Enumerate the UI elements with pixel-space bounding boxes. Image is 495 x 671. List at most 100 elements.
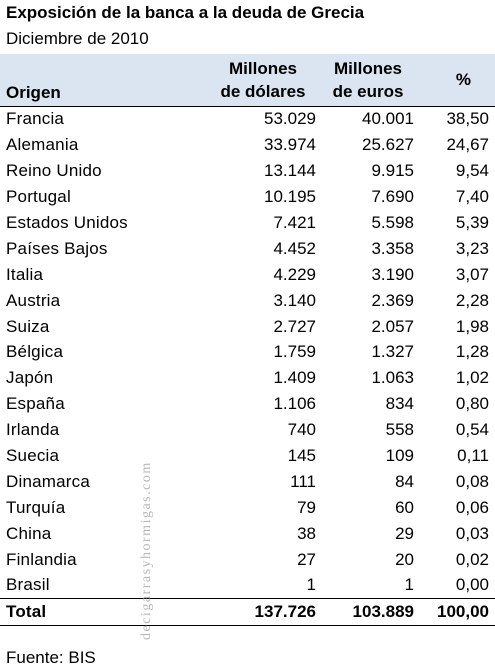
value-usd: 4.229 bbox=[273, 264, 316, 284]
value-usd: 7.421 bbox=[273, 213, 316, 232]
table-row: Suecia 145 109 0,11 bbox=[0, 443, 495, 469]
total-row: Total 137.726 103.889 100,00 bbox=[0, 598, 495, 627]
value-eur: 60 bbox=[395, 497, 414, 517]
table-row: Dinamarca 111 84 0,08 bbox=[0, 469, 495, 495]
value-eur: 834 bbox=[385, 394, 414, 414]
value-usd: 740 bbox=[287, 420, 316, 440]
value-eur: 2.057 bbox=[371, 316, 414, 336]
value-usd: 111 bbox=[290, 471, 316, 491]
value-pct: 0,11 bbox=[457, 446, 489, 466]
table-row: Estados Unidos 7.421 5.598 5,39 bbox=[0, 210, 495, 236]
header-pct: % bbox=[420, 54, 495, 107]
country-name: Irlanda bbox=[6, 420, 60, 440]
value-usd: 1.106 bbox=[273, 394, 316, 414]
value-eur: 2.369 bbox=[371, 290, 414, 310]
document-title: Exposición de la banca a la deuda de Gre… bbox=[6, 3, 365, 22]
country-name: Estados Unidos bbox=[6, 213, 128, 232]
table-row: Francia 53.029 40.001 38,50 bbox=[0, 106, 495, 132]
table-row: Finlandia 27 20 0,02 bbox=[0, 547, 495, 573]
country-name: Brasil bbox=[6, 575, 50, 595]
value-eur: 3.358 bbox=[371, 238, 414, 258]
header-usd-line1: Millones bbox=[228, 58, 297, 78]
table-row: Países Bajos 4.452 3.358 3,23 bbox=[0, 236, 495, 262]
value-usd: 1 bbox=[306, 575, 316, 595]
exposure-table: Origen Millones de dólares Millones de e… bbox=[0, 54, 495, 627]
value-usd: 4.452 bbox=[273, 238, 316, 258]
total-label: Total bbox=[0, 598, 210, 627]
header-usd: Millones de dólares bbox=[210, 54, 322, 107]
country-name: Países Bajos bbox=[6, 238, 108, 258]
value-usd: 1.759 bbox=[273, 342, 316, 362]
value-pct: 3,23 bbox=[455, 238, 489, 258]
value-pct: 0,00 bbox=[455, 575, 489, 595]
header-usd-line2: de dólares bbox=[220, 81, 306, 101]
value-usd: 79 bbox=[297, 497, 316, 517]
document-subtitle: Diciembre de 2010 bbox=[6, 29, 149, 48]
value-eur: 20 bbox=[395, 549, 414, 569]
value-pct: 7,40 bbox=[455, 187, 489, 207]
value-eur: 29 bbox=[395, 523, 414, 543]
value-pct: 0,02 bbox=[455, 549, 489, 569]
table-row: Bélgica 1.759 1.327 1,28 bbox=[0, 340, 495, 366]
total-usd: 137.726 bbox=[210, 598, 322, 627]
value-pct: 9,54 bbox=[455, 161, 489, 181]
country-name: Finlandia bbox=[6, 549, 77, 569]
value-usd: 10.195 bbox=[264, 187, 316, 207]
table-row: Portugal 10.195 7.690 7,40 bbox=[0, 184, 495, 210]
table-row: Japón 1.409 1.063 1,02 bbox=[0, 365, 495, 391]
value-usd: 33.974 bbox=[264, 135, 316, 155]
value-usd: 1.409 bbox=[273, 368, 316, 388]
value-pct: 0,08 bbox=[455, 471, 489, 491]
value-usd: 2.727 bbox=[273, 316, 316, 336]
country-name: Suiza bbox=[6, 316, 50, 336]
table-row: China 38 29 0,03 bbox=[0, 521, 495, 547]
table-row: Reino Unido 13.144 9.915 9,54 bbox=[0, 158, 495, 184]
value-eur: 558 bbox=[385, 420, 414, 440]
country-name: Bélgica bbox=[6, 342, 64, 362]
total-pct: 100,00 bbox=[420, 598, 495, 627]
country-name: España bbox=[6, 394, 65, 414]
table-row: Brasil 1 1 0,00 bbox=[0, 573, 495, 599]
value-eur: 1.327 bbox=[371, 342, 414, 362]
table-row: España 1.106 834 0,80 bbox=[0, 391, 495, 417]
value-pct: 1,98 bbox=[455, 316, 489, 336]
watermark-text: decigarrasyhormigas.com bbox=[139, 461, 154, 640]
country-name: Suecia bbox=[6, 446, 60, 466]
value-eur: 1 bbox=[404, 575, 414, 595]
header-eur: Millones de euros bbox=[322, 54, 420, 107]
value-eur: 5.598 bbox=[371, 213, 414, 232]
value-pct: 0,80 bbox=[455, 394, 489, 414]
country-name: Francia bbox=[6, 109, 65, 129]
value-pct: 2,28 bbox=[455, 290, 489, 310]
value-pct: 5,39 bbox=[455, 213, 489, 232]
value-pct: 1,02 bbox=[455, 368, 489, 388]
value-eur: 109 bbox=[385, 446, 414, 466]
source-note: Fuente: BIS bbox=[6, 648, 96, 667]
value-usd: 145 bbox=[287, 446, 316, 466]
value-pct: 0,03 bbox=[455, 523, 489, 543]
table-row: Irlanda 740 558 0,54 bbox=[0, 417, 495, 443]
value-pct: 38,50 bbox=[446, 109, 489, 129]
value-eur: 25.627 bbox=[362, 135, 414, 155]
header-eur-line2: de euros bbox=[332, 81, 404, 101]
table-row: Alemania 33.974 25.627 24,67 bbox=[0, 132, 495, 158]
value-eur: 1.063 bbox=[371, 368, 414, 388]
country-name: Portugal bbox=[6, 187, 71, 207]
value-eur: 3.190 bbox=[371, 264, 414, 284]
exposure-table-container: Origen Millones de dólares Millones de e… bbox=[0, 54, 495, 627]
value-pct: 0,06 bbox=[455, 497, 489, 517]
table-row: Austria 3.140 2.369 2,28 bbox=[0, 288, 495, 314]
value-pct: 24,67 bbox=[446, 135, 489, 155]
value-usd: 13.144 bbox=[264, 161, 316, 181]
value-usd: 3.140 bbox=[273, 290, 316, 310]
country-name: Italia bbox=[6, 264, 44, 284]
header-origin: Origen bbox=[0, 54, 210, 107]
table-row: Turquía 79 60 0,06 bbox=[0, 495, 495, 521]
value-eur: 84 bbox=[395, 471, 414, 491]
value-pct: 0,54 bbox=[455, 420, 489, 440]
header-eur-line1: Millones bbox=[333, 58, 402, 78]
country-name: Japón bbox=[6, 368, 54, 388]
value-eur: 40.001 bbox=[362, 109, 414, 129]
country-name: China bbox=[6, 523, 52, 543]
